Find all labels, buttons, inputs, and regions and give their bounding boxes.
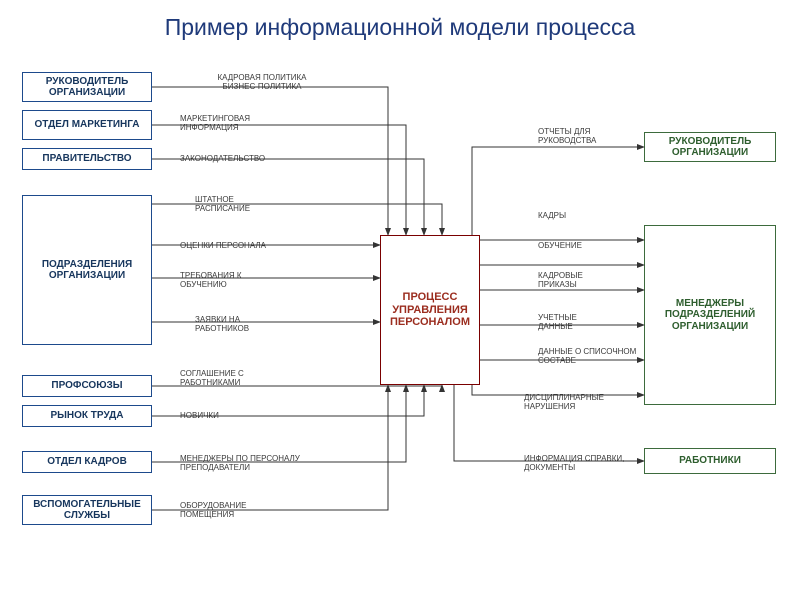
left-node-5: РЫНОК ТРУДА — [22, 405, 152, 427]
in-edge-label-9: МЕНЕДЖЕРЫ ПО ПЕРСОНАЛУ ПРЕПОДАВАТЕЛИ — [180, 455, 320, 473]
in-edge-label-10: ОБОРУДОВАНИЕ ПОМЕЩЕНИЯ — [180, 502, 280, 520]
right-node-label: МЕНЕДЖЕРЫ ПОДРАЗДЕЛЕНИЙ ОРГАНИЗАЦИИ — [649, 298, 771, 333]
in-edge-label-1: МАРКЕТИНГОВАЯ ИНФОРМАЦИЯ — [180, 115, 280, 133]
left-node-label: ПРАВИТЕЛЬСТВО — [42, 153, 131, 165]
left-node-3: ПОДРАЗДЕЛЕНИЯ ОРГАНИЗАЦИИ — [22, 195, 152, 345]
in-edge-label-7: СОГЛАШЕНИЕ С РАБОТНИКАМИ — [180, 370, 270, 388]
in-edge-label-5: ТРЕБОВАНИЯ К ОБУЧЕНИЮ — [180, 272, 260, 290]
right-node-2: РАБОТНИКИ — [644, 448, 776, 474]
left-node-7: ВСПОМОГАТЕЛЬНЫЕ СЛУЖБЫ — [22, 495, 152, 525]
left-node-1: ОТДЕЛ МАРКЕТИНГА — [22, 110, 152, 140]
left-node-label: РУКОВОДИТЕЛЬ ОРГАНИЗАЦИИ — [27, 76, 147, 99]
out-edge-label-2: ОБУЧЕНИЕ — [538, 242, 582, 251]
left-node-0: РУКОВОДИТЕЛЬ ОРГАНИЗАЦИИ — [22, 72, 152, 102]
in-edge-label-8: НОВИЧКИ — [180, 412, 219, 421]
left-node-6: ОТДЕЛ КАДРОВ — [22, 451, 152, 473]
out-edge-label-6: ДИСЦИПЛИНАРНЫЕ НАРУШЕНИЯ — [524, 394, 624, 412]
left-node-label: РЫНОК ТРУДА — [50, 410, 123, 422]
left-node-label: ВСПОМОГАТЕЛЬНЫЕ СЛУЖБЫ — [27, 499, 147, 522]
in-edge-label-6: ЗАЯВКИ НА РАБОТНИКОВ — [195, 316, 275, 334]
page-title: Пример информационной модели процесса — [0, 14, 800, 41]
left-node-label: ПОДРАЗДЕЛЕНИЯ ОРГАНИЗАЦИИ — [27, 259, 147, 282]
center-process-node: ПРОЦЕСС УПРАВЛЕНИЯ ПЕРСОНАЛОМ — [380, 235, 480, 385]
in-edge-label-3: ШТАТНОЕ РАСПИСАНИЕ — [195, 196, 275, 214]
out-edge-label-4: УЧЕТНЫЕ ДАННЫЕ — [538, 314, 598, 332]
out-edge-label-3: КАДРОВЫЕ ПРИКАЗЫ — [538, 272, 598, 290]
out-edge-label-0: ОТЧЕТЫ ДЛЯ РУКОВОДСТВА — [538, 128, 618, 146]
left-node-label: ПРОФСОЮЗЫ — [51, 380, 122, 392]
left-node-label: ОТДЕЛ МАРКЕТИНГА — [35, 119, 140, 131]
out-edge-label-7: ИНФОРМАЦИЯ СПРАВКИ, ДОКУМЕНТЫ — [524, 455, 644, 473]
out-edge-label-5: ДАННЫЕ О СПИСОЧНОМ СОСТАВЕ — [538, 348, 648, 366]
in-edge-label-4: ОЦЕНКИ ПЕРСОНАЛА — [180, 242, 266, 251]
right-node-label: РУКОВОДИТЕЛЬ ОРГАНИЗАЦИИ — [649, 136, 771, 159]
left-node-4: ПРОФСОЮЗЫ — [22, 375, 152, 397]
out-edge-label-1: КАДРЫ — [538, 212, 566, 221]
left-node-2: ПРАВИТЕЛЬСТВО — [22, 148, 152, 170]
in-edge-label-0: КАДРОВАЯ ПОЛИТИКА БИЗНЕС-ПОЛИТИКА — [202, 74, 322, 92]
in-edge-label-2: ЗАКОНОДАТЕЛЬСТВО — [180, 155, 265, 164]
left-node-label: ОТДЕЛ КАДРОВ — [47, 456, 127, 468]
right-node-0: РУКОВОДИТЕЛЬ ОРГАНИЗАЦИИ — [644, 132, 776, 162]
right-node-1: МЕНЕДЖЕРЫ ПОДРАЗДЕЛЕНИЙ ОРГАНИЗАЦИИ — [644, 225, 776, 405]
center-node-label: ПРОЦЕСС УПРАВЛЕНИЯ ПЕРСОНАЛОМ — [385, 291, 475, 329]
right-node-label: РАБОТНИКИ — [679, 455, 741, 467]
